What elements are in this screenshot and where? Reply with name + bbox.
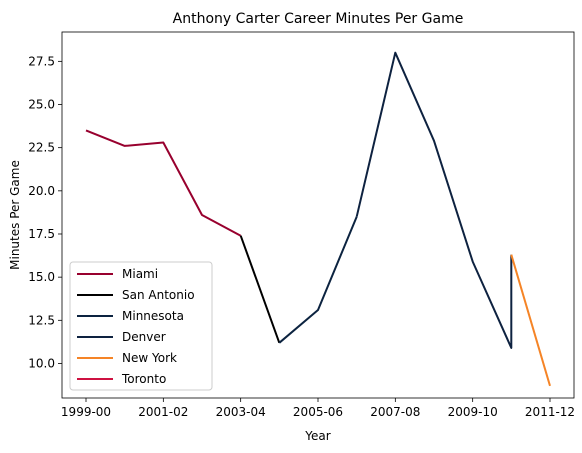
y-tick-label: 10.0 xyxy=(28,356,55,370)
x-tick-label: 2011-12 xyxy=(525,405,575,419)
x-tick-label: 2009-10 xyxy=(448,405,498,419)
x-tick-label: 1999-00 xyxy=(61,405,111,419)
y-tick-label: 25.0 xyxy=(28,98,55,112)
y-tick-label: 17.5 xyxy=(28,227,55,241)
x-axis: 1999-00 2001-02 2003-04 2005-06 2007-08 2009-… xyxy=(61,398,575,419)
series-line-miami xyxy=(85,129,242,237)
legend-entry: Denver xyxy=(122,330,166,344)
series-lines xyxy=(85,51,551,387)
y-axis-label: Minutes Per Game xyxy=(8,160,22,270)
y-tick-label: 27.5 xyxy=(28,54,55,68)
series-line-new-york xyxy=(510,254,551,387)
y-tick-label: 22.5 xyxy=(28,141,55,155)
series-line-san-antonio xyxy=(239,235,281,344)
legend-entry: New York xyxy=(122,351,177,365)
y-tick-label: 12.5 xyxy=(28,313,55,327)
legend-entry: Toronto xyxy=(121,372,166,386)
legend-entry: San Antonio xyxy=(122,288,195,302)
series-line-minnesota xyxy=(278,216,358,344)
legend-entry: Miami xyxy=(122,267,158,281)
y-axis: 10.0 12.5 15.0 17.5 20.0 22.5 25.0 27.5 xyxy=(28,54,62,370)
x-tick-label: 2007-08 xyxy=(370,405,420,419)
x-tick-label: 2001-02 xyxy=(138,405,188,419)
x-axis-label: Year xyxy=(304,429,330,443)
legend-frame xyxy=(69,261,213,391)
legend: Miami San Antonio Minnesota Denver New York T… xyxy=(69,261,213,391)
legend-entry: Minnesota xyxy=(122,309,184,323)
y-tick-label: 15.0 xyxy=(28,270,55,284)
y-tick-label: 20.0 xyxy=(28,184,55,198)
x-tick-label: 2005-06 xyxy=(293,405,343,419)
chart-title: Anthony Carter Career Minutes Per Game xyxy=(173,11,464,27)
series-line-denver xyxy=(355,51,513,349)
x-tick-label: 2003-04 xyxy=(216,405,266,419)
